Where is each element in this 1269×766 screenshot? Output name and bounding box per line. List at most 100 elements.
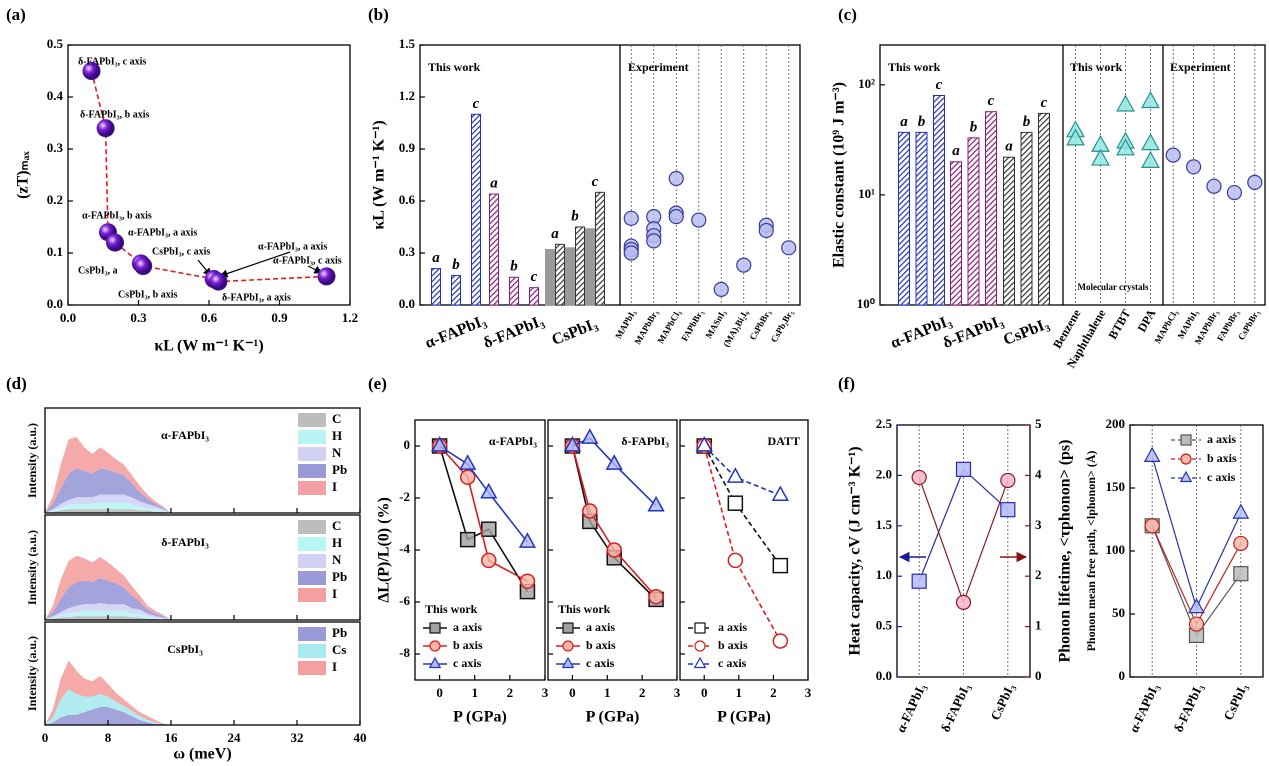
legend-marker <box>693 656 707 669</box>
bar-label: b <box>510 259 518 275</box>
marker-triangle <box>1188 598 1205 614</box>
x-tick-label: 40 <box>354 730 367 745</box>
x-axis-label: P (GPa) <box>717 709 771 726</box>
legend-marker <box>1179 470 1193 483</box>
plot-frame <box>44 407 361 514</box>
x-tick-label: 1 <box>471 685 478 700</box>
x-axis-label: P (GPa) <box>586 709 640 726</box>
marker-circle <box>1144 518 1160 534</box>
x-tick-label: 2 <box>507 685 514 700</box>
legend-label: C <box>332 518 341 533</box>
plot-frame <box>44 514 361 621</box>
y-tick-label: 0.6 <box>399 192 416 207</box>
y-tick-label: 2 <box>1035 567 1042 582</box>
legend-swatch <box>298 520 326 534</box>
marker-circle <box>481 552 497 569</box>
line <box>571 445 657 600</box>
marker-square <box>911 573 927 589</box>
y-axis-label: (zT)ₘₐₓ <box>15 151 32 199</box>
y-tick-label: -2 <box>399 489 410 504</box>
x-tick-label: 1.2 <box>342 310 358 325</box>
marker-circle <box>623 245 639 261</box>
bar-label: b <box>1023 114 1031 130</box>
area <box>45 688 187 725</box>
area <box>45 706 187 725</box>
marker-triangle <box>581 428 599 444</box>
subplot-title: δ-FAPbI₃ <box>161 535 209 549</box>
bar-label: c <box>473 96 480 112</box>
y-tick-label: 0.4 <box>47 88 64 103</box>
line <box>572 437 657 507</box>
marker-triangle <box>605 454 623 470</box>
area <box>45 468 187 513</box>
legend-label: a axis <box>453 620 482 634</box>
group-label: δ-FAPbI₃ <box>481 312 546 352</box>
y-tick-label: 1.2 <box>399 88 415 103</box>
marker-circle <box>955 594 972 611</box>
bar-label: b <box>918 114 926 130</box>
line <box>918 477 1009 605</box>
marker-circle <box>1185 159 1202 175</box>
marker-triangle <box>1143 446 1161 462</box>
x-tick-label: 0 <box>569 685 576 700</box>
group-label: CsPbI₃ <box>549 315 600 349</box>
bar <box>595 191 605 306</box>
legend-swatch <box>298 430 326 444</box>
point <box>96 119 115 138</box>
x-axis-label: κL (W m⁻¹ K⁻¹) <box>154 338 263 355</box>
annotation: δ-FAPbI₃, c axis <box>78 56 146 67</box>
legend-marker <box>428 656 442 669</box>
x-tick-label: CsPbI₃ <box>987 681 1017 722</box>
plot-frame <box>879 44 1266 306</box>
bar <box>509 276 519 306</box>
x-tick-label: δ-FAPbI₃ <box>1171 681 1206 734</box>
x-tick-label: 1 <box>736 685 743 700</box>
legend-label: b axis <box>1207 451 1237 465</box>
section-title: Experiment <box>628 60 689 74</box>
x-tick-label: α-FAPbI₃ <box>893 681 929 735</box>
legend-marker <box>429 640 441 652</box>
marker-circle <box>606 542 622 558</box>
marker-square <box>772 557 789 574</box>
marker-triangle <box>1141 91 1160 109</box>
y-tick-label: 50 <box>1112 605 1125 620</box>
legend-label: b axis <box>586 638 616 652</box>
x-axis-label: P (GPa) <box>453 709 507 726</box>
marker-square <box>955 461 972 477</box>
x-tick-label: 0.9 <box>271 310 288 325</box>
y-tick-label: 10⁰ <box>857 296 876 311</box>
point <box>317 267 336 286</box>
y-tick-label: 0.5 <box>876 618 893 633</box>
bar <box>555 243 565 306</box>
line <box>438 445 529 593</box>
marker-circle <box>772 633 789 649</box>
bar-label: b <box>452 257 460 273</box>
point <box>209 272 228 291</box>
panel-label: (c) <box>838 5 857 24</box>
x-tick-label: 0 <box>42 730 49 745</box>
y-tick-label: 3 <box>1035 517 1042 532</box>
x-tick-label: 0.6 <box>201 310 218 325</box>
marker-circle <box>1226 184 1243 201</box>
y-tick-label: 0 <box>404 437 411 452</box>
x-axis-label: ω (meV) <box>173 746 231 763</box>
x-tick-label: CsPbI₃ <box>1220 681 1250 722</box>
marker-triangle <box>1116 138 1135 156</box>
annotation: CsPbI₃, c axis <box>152 246 210 257</box>
y-tick-label: 0.0 <box>876 668 892 683</box>
y-axis-label: Elastic constant (10⁹ J m⁻³) <box>831 82 848 268</box>
y-tick-label: 150 <box>1106 479 1126 494</box>
marker-circle <box>646 233 662 249</box>
y-tick-label: 4 <box>1035 466 1042 481</box>
annotation-arrow <box>219 251 291 278</box>
marker-circle <box>668 209 684 225</box>
point <box>82 62 101 80</box>
bar-label: c <box>936 77 943 93</box>
legend-swatch <box>298 627 326 641</box>
marker-square <box>1000 502 1016 518</box>
legend-label: a axis <box>1207 432 1236 446</box>
legend-title: This work <box>558 602 611 616</box>
section-title: Experiment <box>1170 60 1231 74</box>
marker-circle <box>1206 178 1222 194</box>
area <box>45 494 187 513</box>
